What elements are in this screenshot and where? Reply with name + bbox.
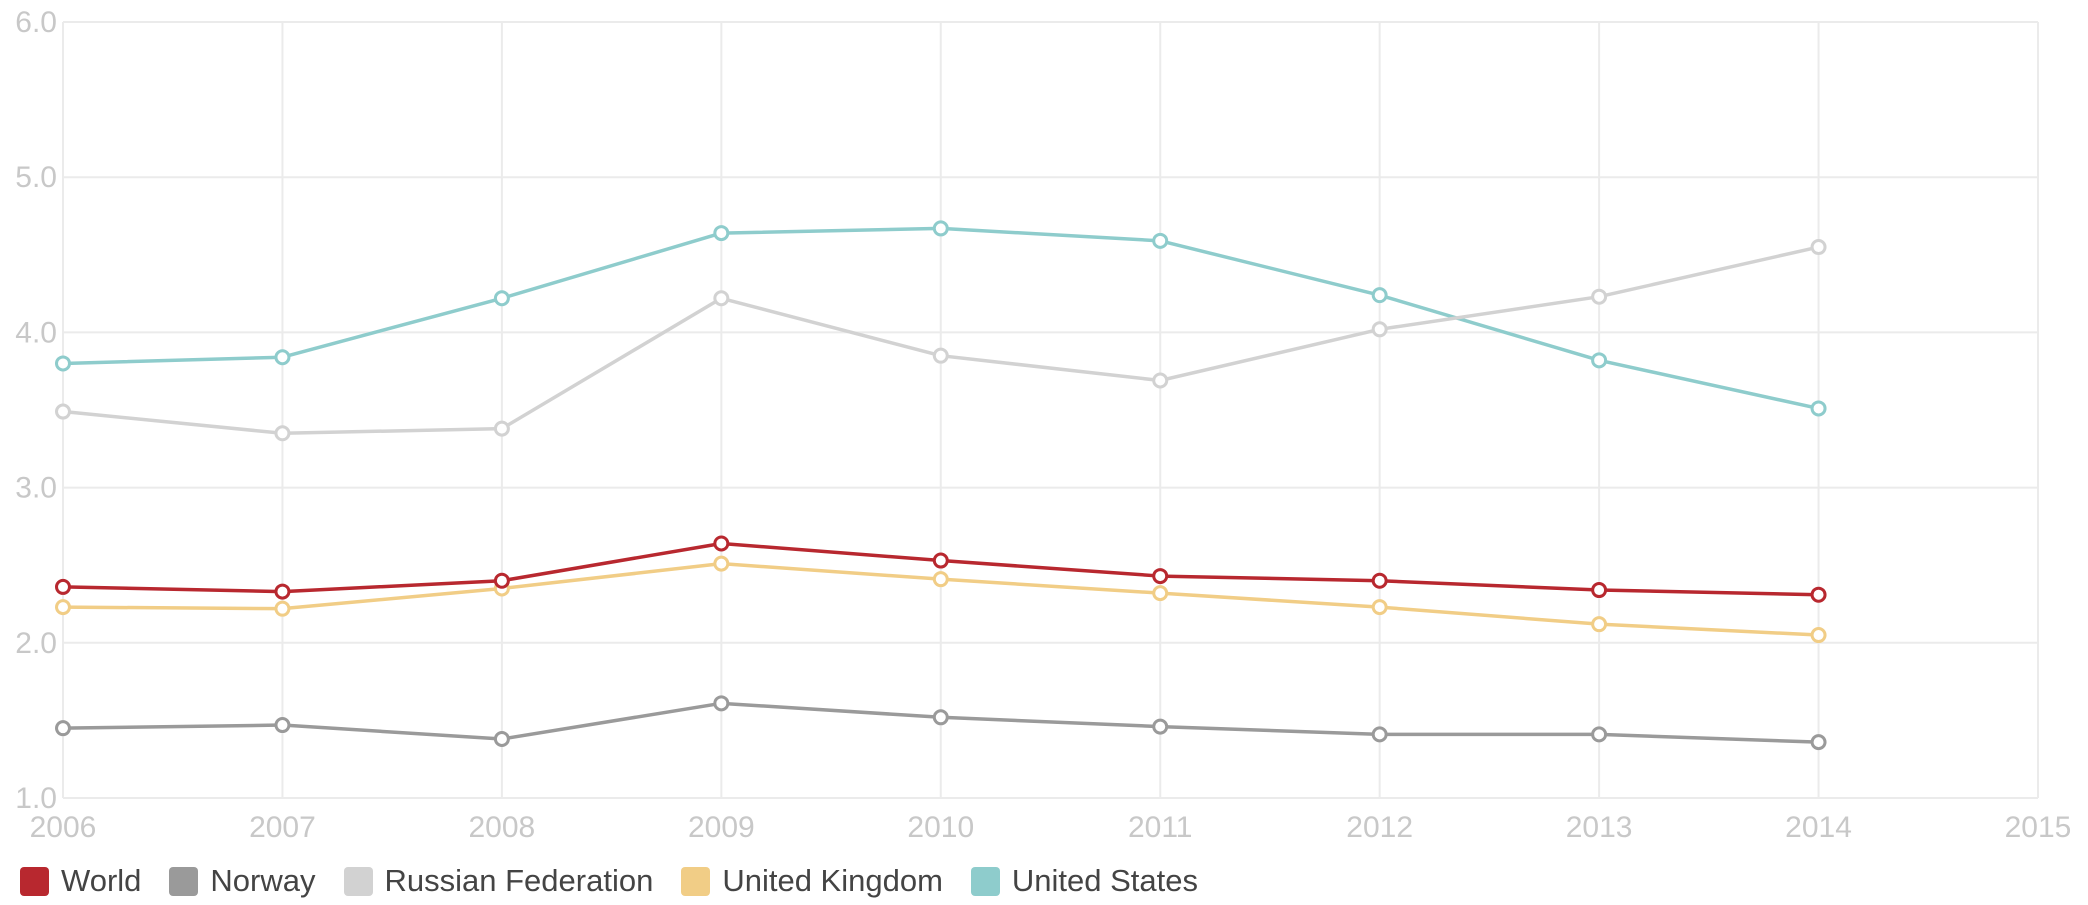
data-point-united-kingdom[interactable] bbox=[274, 600, 291, 617]
series-lines bbox=[55, 220, 1827, 751]
legend-item-world[interactable]: World bbox=[20, 863, 141, 899]
data-point-united-kingdom[interactable] bbox=[1371, 599, 1388, 616]
x-tick-label: 2015 bbox=[2005, 811, 2072, 844]
legend-swatch bbox=[681, 866, 711, 896]
grid-lines bbox=[62, 21, 2039, 799]
series-world bbox=[55, 535, 1827, 603]
data-point-norway[interactable] bbox=[1371, 726, 1388, 743]
x-tick-label: 2007 bbox=[249, 811, 316, 844]
x-tick-label: 2009 bbox=[688, 811, 755, 844]
data-point-russian-federation[interactable] bbox=[1152, 372, 1169, 389]
data-point-united-kingdom[interactable] bbox=[1810, 627, 1827, 644]
legend-item-united-kingdom[interactable]: United Kingdom bbox=[681, 863, 943, 899]
data-point-united-states[interactable] bbox=[713, 225, 730, 242]
data-point-united-states[interactable] bbox=[1152, 232, 1169, 249]
legend-swatch bbox=[970, 866, 1000, 896]
data-point-russian-federation[interactable] bbox=[1371, 321, 1388, 338]
data-point-russian-federation[interactable] bbox=[55, 403, 71, 420]
data-point-united-states[interactable] bbox=[932, 220, 949, 237]
legend-swatch bbox=[169, 866, 199, 896]
series-russian-federation bbox=[55, 239, 1827, 442]
data-point-united-states[interactable] bbox=[1371, 287, 1388, 304]
series-united-kingdom bbox=[55, 555, 1827, 644]
legend-swatch bbox=[20, 866, 49, 896]
legend-item-norway[interactable]: Norway bbox=[169, 863, 316, 899]
x-tick-label: 2006 bbox=[30, 811, 97, 844]
legend-label: United States bbox=[1011, 863, 1199, 898]
y-tick-label: 4.0 bbox=[15, 316, 57, 349]
data-point-world[interactable] bbox=[1152, 568, 1169, 585]
data-point-world[interactable] bbox=[274, 583, 291, 600]
series-norway bbox=[55, 695, 1827, 751]
data-point-russian-federation[interactable] bbox=[713, 290, 730, 307]
x-tick-label: 2008 bbox=[469, 811, 536, 844]
data-point-norway[interactable] bbox=[274, 717, 291, 734]
data-point-united-states[interactable] bbox=[493, 290, 510, 307]
data-point-united-kingdom[interactable] bbox=[713, 555, 730, 572]
legend-item-russian-federation[interactable]: Russian Federation bbox=[343, 863, 654, 899]
legend-swatch bbox=[343, 866, 373, 896]
data-point-world[interactable] bbox=[1591, 582, 1608, 599]
legend-item-united-states[interactable]: United States bbox=[970, 863, 1199, 899]
legend: World Norway Russian Federation United King… bbox=[20, 861, 1226, 901]
y-tick-label: 2.0 bbox=[15, 627, 57, 660]
data-point-united-states[interactable] bbox=[1810, 400, 1827, 417]
data-point-world[interactable] bbox=[493, 572, 510, 589]
x-tick-label: 2011 bbox=[1128, 811, 1193, 844]
data-point-world[interactable] bbox=[1371, 572, 1388, 589]
data-point-norway[interactable] bbox=[932, 709, 949, 726]
data-point-russian-federation[interactable] bbox=[274, 425, 291, 442]
data-point-norway[interactable] bbox=[1591, 726, 1608, 743]
data-point-united-states[interactable] bbox=[274, 349, 291, 366]
series-united-states bbox=[55, 220, 1827, 417]
data-point-united-states[interactable] bbox=[55, 355, 71, 372]
data-point-world[interactable] bbox=[713, 535, 730, 552]
x-tick-label: 2013 bbox=[1566, 811, 1633, 844]
data-point-norway[interactable] bbox=[55, 720, 71, 737]
legend-label: Norway bbox=[210, 863, 316, 898]
data-point-russian-federation[interactable] bbox=[1591, 288, 1608, 305]
data-point-russian-federation[interactable] bbox=[932, 347, 949, 364]
data-point-norway[interactable] bbox=[493, 731, 510, 748]
y-tick-label: 3.0 bbox=[15, 472, 57, 505]
data-point-united-kingdom[interactable] bbox=[1591, 616, 1608, 633]
y-axis-tick-labels: 1.0 2.0 3.0 4.0 5.0 6.0 bbox=[15, 6, 57, 815]
data-point-united-kingdom[interactable] bbox=[55, 599, 71, 616]
data-point-world[interactable] bbox=[1810, 586, 1827, 603]
legend-label: World bbox=[61, 863, 142, 898]
data-point-united-kingdom[interactable] bbox=[932, 571, 949, 588]
x-tick-label: 2012 bbox=[1346, 811, 1413, 844]
data-point-united-states[interactable] bbox=[1591, 352, 1608, 369]
data-point-norway[interactable] bbox=[1152, 718, 1169, 735]
x-tick-label: 2014 bbox=[1785, 811, 1852, 844]
data-point-united-kingdom[interactable] bbox=[1152, 585, 1169, 602]
data-point-norway[interactable] bbox=[1810, 734, 1827, 751]
legend-label: Russian Federation bbox=[384, 863, 654, 898]
legend-label: United Kingdom bbox=[722, 863, 943, 898]
y-tick-label: 1.0 bbox=[15, 782, 57, 815]
y-tick-label: 6.0 bbox=[15, 6, 57, 39]
data-point-russian-federation[interactable] bbox=[493, 420, 510, 437]
y-tick-label: 5.0 bbox=[15, 161, 57, 194]
data-point-world[interactable] bbox=[932, 552, 949, 569]
x-axis-tick-labels: 2006 2007 2008 2009 2010 2011 2012 2013 2014 2015 bbox=[30, 811, 2072, 844]
data-point-norway[interactable] bbox=[713, 695, 730, 712]
data-point-russian-federation[interactable] bbox=[1810, 239, 1827, 256]
x-tick-label: 2010 bbox=[907, 811, 974, 844]
data-point-world[interactable] bbox=[55, 578, 71, 595]
